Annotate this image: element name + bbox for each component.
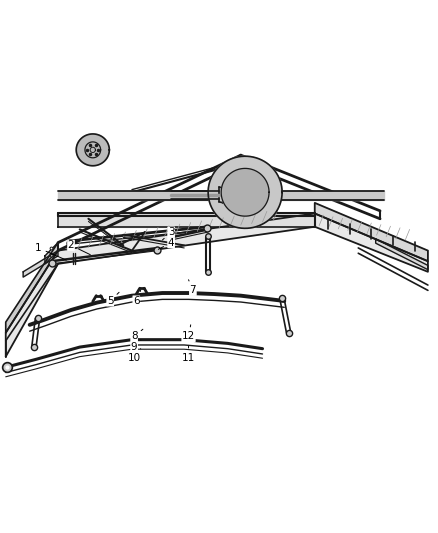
Polygon shape (376, 239, 428, 270)
Polygon shape (6, 243, 58, 333)
Polygon shape (76, 134, 110, 166)
Text: 4: 4 (159, 238, 174, 249)
Text: 11: 11 (182, 346, 195, 362)
Polygon shape (221, 168, 269, 216)
Polygon shape (315, 203, 428, 261)
Text: 5: 5 (107, 292, 119, 306)
Text: 7: 7 (188, 280, 196, 295)
Text: 10: 10 (127, 349, 141, 362)
Text: 12: 12 (182, 325, 195, 342)
Polygon shape (23, 251, 58, 277)
Polygon shape (6, 214, 428, 357)
Polygon shape (45, 243, 58, 264)
Text: 2: 2 (68, 240, 90, 255)
Polygon shape (208, 156, 282, 228)
Polygon shape (58, 214, 315, 227)
Text: 9: 9 (131, 340, 141, 352)
Text: 1: 1 (35, 243, 66, 260)
Text: 8: 8 (131, 329, 143, 342)
Text: 3: 3 (162, 227, 174, 240)
Text: 6: 6 (133, 290, 141, 306)
